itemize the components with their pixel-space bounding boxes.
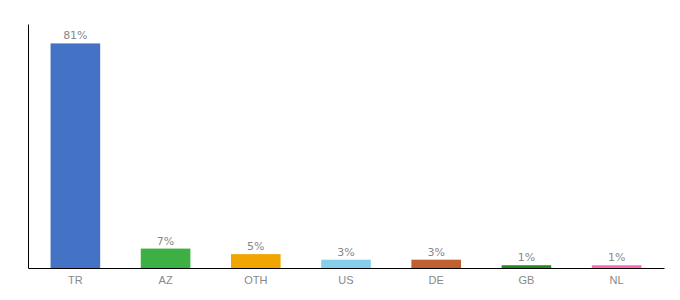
x-tick: DE (429, 268, 444, 286)
x-tick-label: TR (68, 274, 83, 286)
data-label: 1% (608, 251, 625, 264)
data-label: 5% (247, 240, 264, 253)
data-label: 1% (518, 251, 535, 264)
bar (51, 43, 101, 268)
bar (502, 265, 552, 268)
data-label: 81% (63, 29, 87, 42)
data-labels: 81% 7% 5% 3% 3% 1% 1% (63, 29, 625, 264)
x-axis-line (29, 268, 665, 269)
x-tick: TR (68, 268, 83, 286)
data-label: 3% (337, 246, 354, 259)
x-tick-label: AZ (159, 274, 173, 286)
x-tick: GB (518, 268, 534, 286)
chart-root: TR AZ OTH US DE GB NL 81% 7% 5% 3% 3% 1% 1% (0, 0, 680, 300)
data-label: 7% (157, 235, 174, 248)
y-axis-line (28, 25, 29, 269)
x-tick: NL (610, 268, 624, 286)
data-label: 3% (427, 246, 444, 259)
x-tick: OTH (244, 268, 267, 286)
x-tick: AZ (159, 268, 173, 286)
x-tick-label: OTH (244, 274, 267, 286)
bar (411, 260, 461, 268)
y-axis (28, 25, 29, 269)
bar (321, 260, 371, 268)
x-tick-label: US (338, 274, 353, 286)
x-axis: TR AZ OTH US DE GB NL (29, 268, 665, 286)
plot-area: TR AZ OTH US DE GB NL 81% 7% 5% 3% 3% 1% 1% (29, 25, 665, 286)
bar (141, 249, 191, 268)
bars (51, 43, 642, 268)
x-tick: US (338, 268, 353, 286)
x-tick-label: NL (610, 274, 624, 286)
bar (231, 254, 281, 268)
x-tick-label: DE (429, 274, 444, 286)
x-tick-label: GB (518, 274, 534, 286)
bar (592, 265, 642, 268)
